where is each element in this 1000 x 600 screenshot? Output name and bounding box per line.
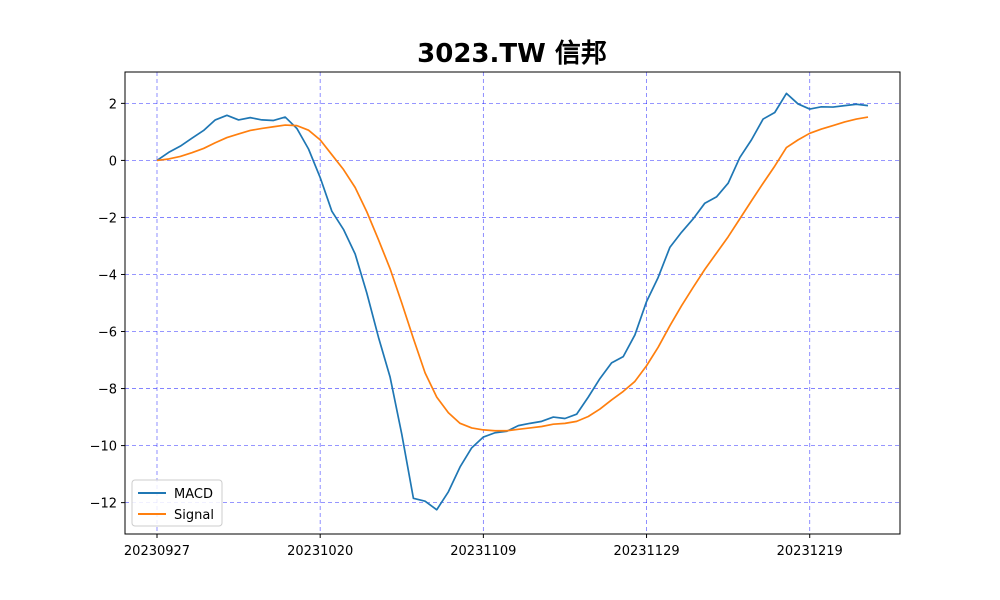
x-tick-label: 20231129 — [613, 544, 679, 559]
y-tick-label: −8 — [98, 383, 117, 398]
chart-title: 3023.TW 信邦 — [417, 39, 607, 69]
y-tick-label: 2 — [109, 97, 117, 112]
series-lines — [156, 92, 869, 511]
y-tick-label: −10 — [90, 440, 117, 455]
series-line-macd — [156, 92, 869, 511]
y-tick-label: 0 — [109, 154, 117, 169]
plot-area-frame — [124, 71, 901, 535]
y-tick-label: −6 — [98, 326, 117, 341]
y-tick-label: −12 — [90, 497, 117, 512]
legend: MACD Signal — [131, 479, 223, 527]
x-tick-label: 20231219 — [777, 544, 843, 559]
x-tick-label: 20231020 — [287, 544, 353, 559]
y-tick-label: −2 — [98, 211, 117, 226]
x-tick-label: 20230927 — [124, 544, 190, 559]
x-tick-label: 20231109 — [450, 544, 516, 559]
grid-lines — [125, 72, 900, 534]
series-line-signal — [156, 116, 869, 432]
legend-label-macd: MACD — [174, 487, 213, 502]
legend-label-signal: Signal — [174, 508, 214, 523]
y-tick-label: −4 — [98, 268, 117, 283]
axes-ticks: 2 0 −2 −4 −6 −8 −10 −12 20230927 20231020 20231109… — [90, 97, 843, 559]
